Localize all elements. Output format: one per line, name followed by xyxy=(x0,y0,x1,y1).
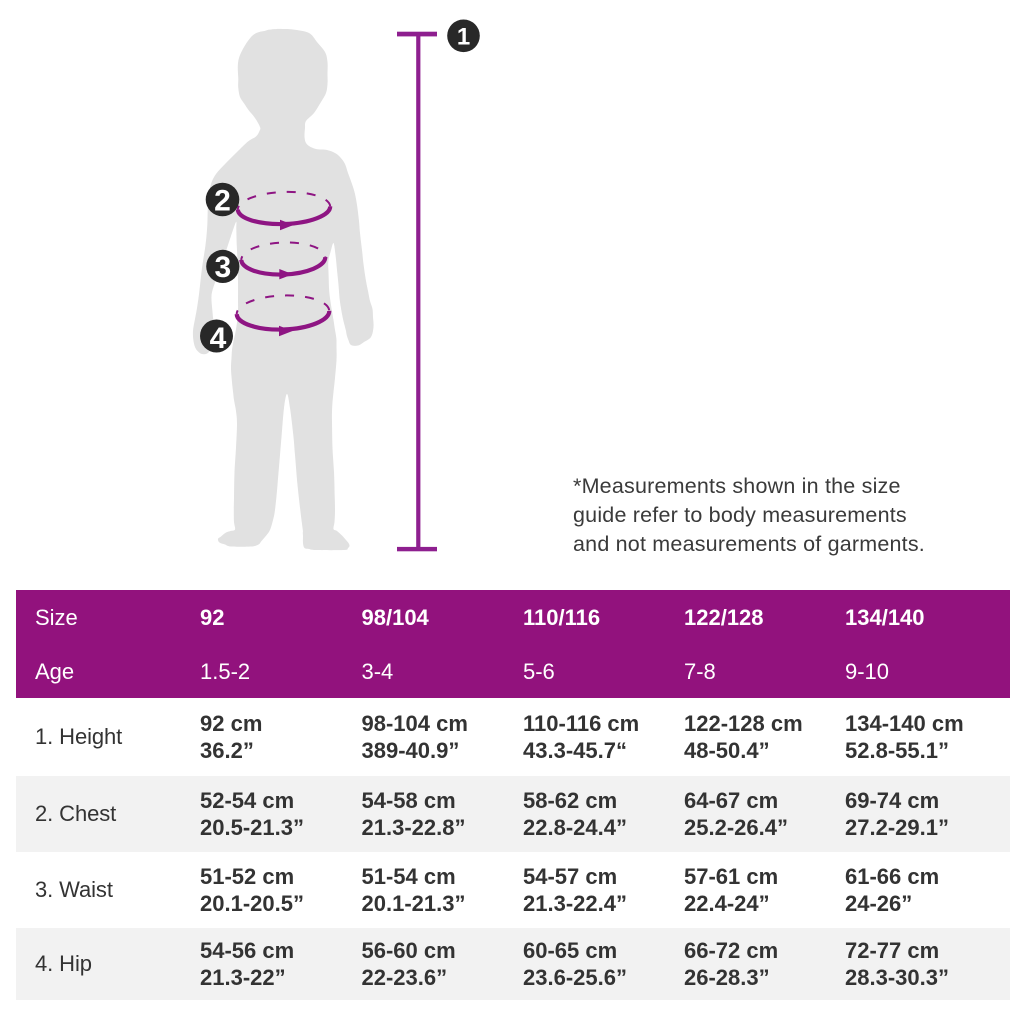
svg-text:1: 1 xyxy=(457,24,470,51)
svg-text:4: 4 xyxy=(210,322,227,355)
svg-text:3: 3 xyxy=(214,251,231,284)
svg-text:2: 2 xyxy=(214,184,231,217)
